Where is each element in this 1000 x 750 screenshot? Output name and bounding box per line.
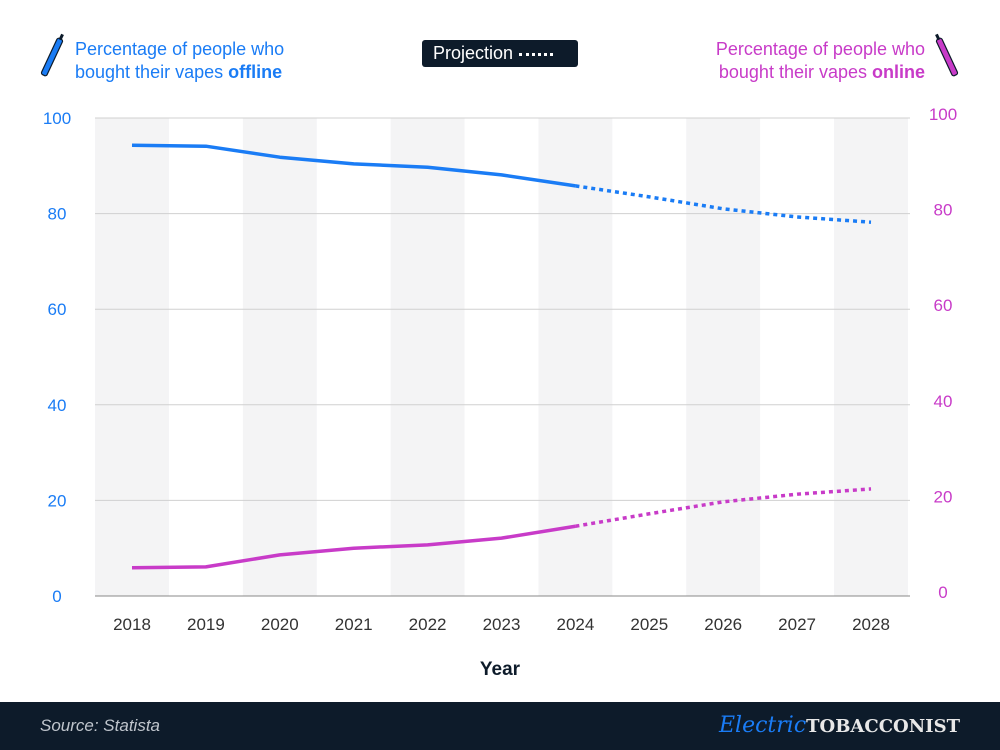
x-tick-label: 2026 — [704, 615, 742, 634]
x-tick-label: 2019 — [187, 615, 225, 634]
series-line-0 — [131, 143, 576, 188]
y-tick-label-left: 0 — [52, 587, 61, 606]
y-tick-label-right: 20 — [934, 487, 953, 506]
legend-offline: Percentage of people who bought their va… — [75, 38, 284, 84]
x-tick-label: 2023 — [483, 615, 521, 634]
projection-label: Projection — [433, 43, 514, 63]
y-tick-label-right: 60 — [934, 296, 953, 315]
source-text: Source: Statista — [40, 716, 161, 735]
chart: 2018 2019 2020 2021 2022 2023 2024 2025 2026 2027… — [40, 33, 959, 680]
column-band — [95, 118, 169, 596]
y-tick-label-right: 40 — [934, 392, 953, 411]
legend-online: Percentage of people who bought their va… — [716, 38, 925, 84]
y-tick-label-right: 100 — [929, 105, 957, 124]
series-line-1 — [131, 524, 576, 570]
y-tick-label-left: 20 — [48, 491, 67, 510]
x-tick-label: 2024 — [556, 615, 594, 634]
legend-offline-bold: offline — [228, 62, 283, 82]
legend-offline-line2: bought their vapes — [75, 62, 229, 82]
x-tick-label: 2018 — [113, 615, 151, 634]
logo-bold: TOBACCONIST — [806, 716, 960, 737]
column-band — [834, 118, 908, 596]
y-tick-label-left: 100 — [43, 109, 71, 128]
x-tick-label: 2021 — [335, 615, 373, 634]
legend-online-bold: online — [872, 62, 925, 82]
x-tick-label: 2025 — [630, 615, 668, 634]
y-tick-label-left: 40 — [48, 396, 67, 415]
legend-online-line1: Percentage of people who — [715, 39, 925, 59]
logo-script: Electric — [718, 713, 807, 738]
column-band — [686, 118, 761, 596]
dotted-line-icon — [519, 52, 554, 56]
column-band — [538, 118, 613, 596]
legend-offline-line1: Percentage of people who — [75, 39, 285, 59]
vape-icon-offline — [40, 33, 64, 77]
logo: ElectricTOBACCONIST — [719, 712, 960, 738]
y-tick-label-left: 80 — [48, 205, 67, 224]
legend-online-line2: bought their vapes — [718, 62, 872, 82]
vape-icon-online — [935, 33, 959, 77]
x-tick-label: 2028 — [852, 615, 890, 634]
footer: Source: Statista ElectricTOBACCONIST — [0, 702, 1000, 750]
x-axis-title: Year — [480, 659, 521, 680]
series-projection-1 — [575, 487, 872, 528]
x-tick-label: 2027 — [778, 615, 816, 634]
y-tick-label-right: 0 — [938, 583, 947, 602]
projection-legend: Projection — [422, 40, 578, 67]
x-tick-label: 2022 — [409, 615, 447, 634]
column-band — [242, 118, 317, 596]
y-tick-label-left: 60 — [48, 300, 67, 319]
x-tick-label: 2020 — [261, 615, 299, 634]
y-tick-label-right: 80 — [934, 201, 953, 220]
column-band — [390, 118, 465, 596]
series-projection-0 — [575, 184, 872, 224]
